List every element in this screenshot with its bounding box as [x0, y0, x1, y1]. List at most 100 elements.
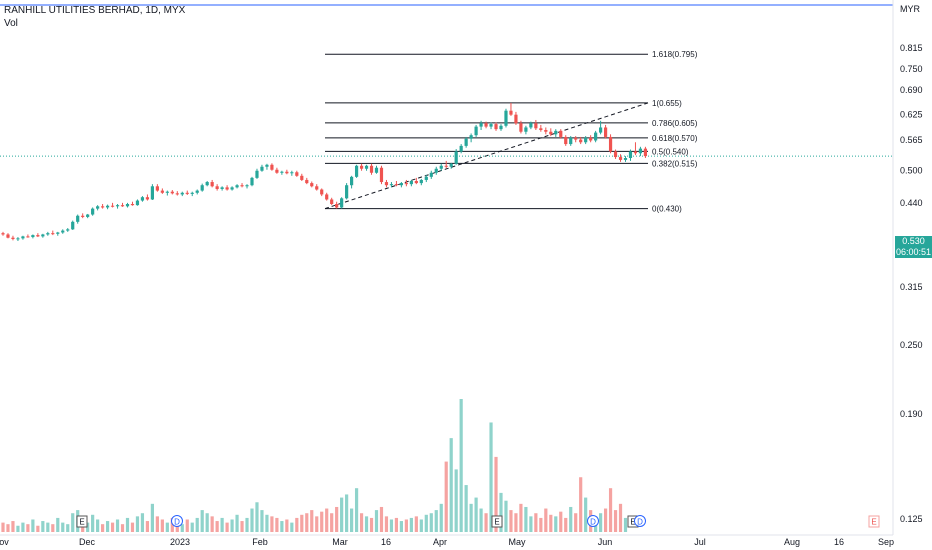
- fib-level-label: 0.618(0.570): [652, 134, 698, 143]
- candle-body: [36, 235, 40, 237]
- candle-body: [101, 206, 105, 208]
- volume-bar: [384, 516, 389, 532]
- volume-indicator-label[interactable]: Vol: [4, 18, 18, 29]
- dividend-marker[interactable]: D: [587, 515, 599, 527]
- candle-body: [589, 137, 593, 141]
- volume-bar: [200, 510, 204, 532]
- volume-bar: [96, 519, 100, 532]
- volume-bar: [340, 497, 344, 532]
- candle-body: [364, 165, 369, 169]
- volume-bar: [31, 519, 35, 532]
- volume-bar: [603, 508, 608, 532]
- volume-bar: [623, 517, 628, 532]
- volume-bar: [554, 516, 558, 532]
- candle-body: [270, 164, 274, 170]
- volume-bar: [195, 517, 199, 532]
- volume-bar: [419, 519, 423, 532]
- volume-bar: [150, 503, 154, 532]
- volume-bar: [350, 508, 354, 532]
- candle-body: [464, 138, 468, 146]
- candle-body: [46, 233, 50, 235]
- candle-body: [56, 232, 60, 234]
- x-tick-label: ov: [0, 537, 9, 547]
- symbol-title[interactable]: RANHILL UTILITIES BERHAD, 1D, MYX: [4, 5, 186, 16]
- candle-body: [6, 234, 10, 238]
- dividend-icon: [171, 515, 183, 527]
- candle-body: [369, 165, 374, 173]
- volume-bar: [135, 516, 140, 532]
- candle-body: [290, 172, 294, 174]
- candle-body: [524, 127, 528, 132]
- candle-body: [444, 165, 448, 167]
- volume-bar: [354, 488, 359, 532]
- last-price-tag: 0.530 06:00:51: [895, 236, 932, 258]
- candle-body: [514, 114, 518, 124]
- volume-bar: [359, 513, 364, 532]
- volume-bar: [529, 516, 533, 532]
- volume-bar: [325, 508, 329, 532]
- candle-body: [320, 189, 324, 195]
- candle-body: [579, 139, 583, 143]
- earnings-marker[interactable]: E: [76, 515, 88, 528]
- candle-body: [599, 127, 603, 133]
- volume-bar: [270, 516, 274, 532]
- y-tick-label: 0.315: [900, 282, 923, 292]
- candle-body: [180, 192, 184, 195]
- volume-bar: [489, 422, 493, 532]
- volume-bar: [36, 525, 40, 532]
- candle-body: [230, 187, 234, 190]
- candle-body: [484, 123, 488, 127]
- volume-bar: [180, 524, 184, 532]
- earnings-marker[interactable]: E: [868, 515, 880, 528]
- candle-body: [489, 124, 493, 127]
- candle-body: [424, 176, 428, 180]
- volume-bar: [509, 510, 513, 532]
- y-tick-label: 0.625: [900, 110, 923, 120]
- volume-bar: [145, 521, 150, 532]
- candle-body: [215, 186, 219, 189]
- candle-body: [205, 182, 209, 186]
- event-marker-label: E: [79, 518, 84, 527]
- volume-bar: [280, 521, 284, 532]
- volume-bar: [275, 517, 279, 532]
- volume-bar: [330, 513, 334, 532]
- fib-level-label: 0.5(0.540): [652, 147, 689, 156]
- volume-bar: [544, 508, 548, 532]
- volume-bar: [26, 524, 30, 532]
- volume-bar: [220, 517, 224, 532]
- candle-body: [155, 186, 159, 191]
- earnings-marker[interactable]: E: [491, 515, 503, 528]
- candle-body: [409, 180, 413, 185]
- candle-body: [310, 183, 314, 187]
- candle-body: [285, 171, 289, 174]
- candle-body: [240, 185, 244, 187]
- candle-body: [26, 236, 30, 238]
- candle-body: [474, 126, 478, 136]
- volume-bar: [504, 500, 508, 532]
- candle-body: [185, 192, 189, 194]
- volume-bar: [499, 492, 503, 532]
- candle-body: [91, 208, 95, 215]
- volume-bar: [250, 508, 254, 532]
- candle-body: [31, 235, 35, 238]
- volume-bar: [105, 521, 110, 532]
- candle-body: [404, 183, 408, 185]
- dividend-icon: [634, 515, 646, 527]
- volume-bar: [91, 514, 95, 532]
- x-tick-label: Jul: [694, 537, 706, 547]
- candle-body: [160, 190, 164, 193]
- fib-level-label: 0(0.430): [652, 205, 682, 214]
- candle-body: [76, 215, 80, 222]
- volume-bar: [599, 513, 603, 532]
- volume-bar: [524, 506, 528, 532]
- volume-bar: [255, 502, 259, 532]
- volume-bar: [300, 514, 304, 532]
- x-tick-label: Aug: [784, 537, 800, 547]
- volume-bar: [130, 522, 135, 532]
- dividend-marker[interactable]: D: [634, 515, 646, 527]
- volume-bar: [190, 522, 194, 532]
- dividend-marker[interactable]: D: [171, 515, 183, 527]
- last-price-value: 0.530: [902, 236, 925, 246]
- volume-bar: [514, 513, 518, 532]
